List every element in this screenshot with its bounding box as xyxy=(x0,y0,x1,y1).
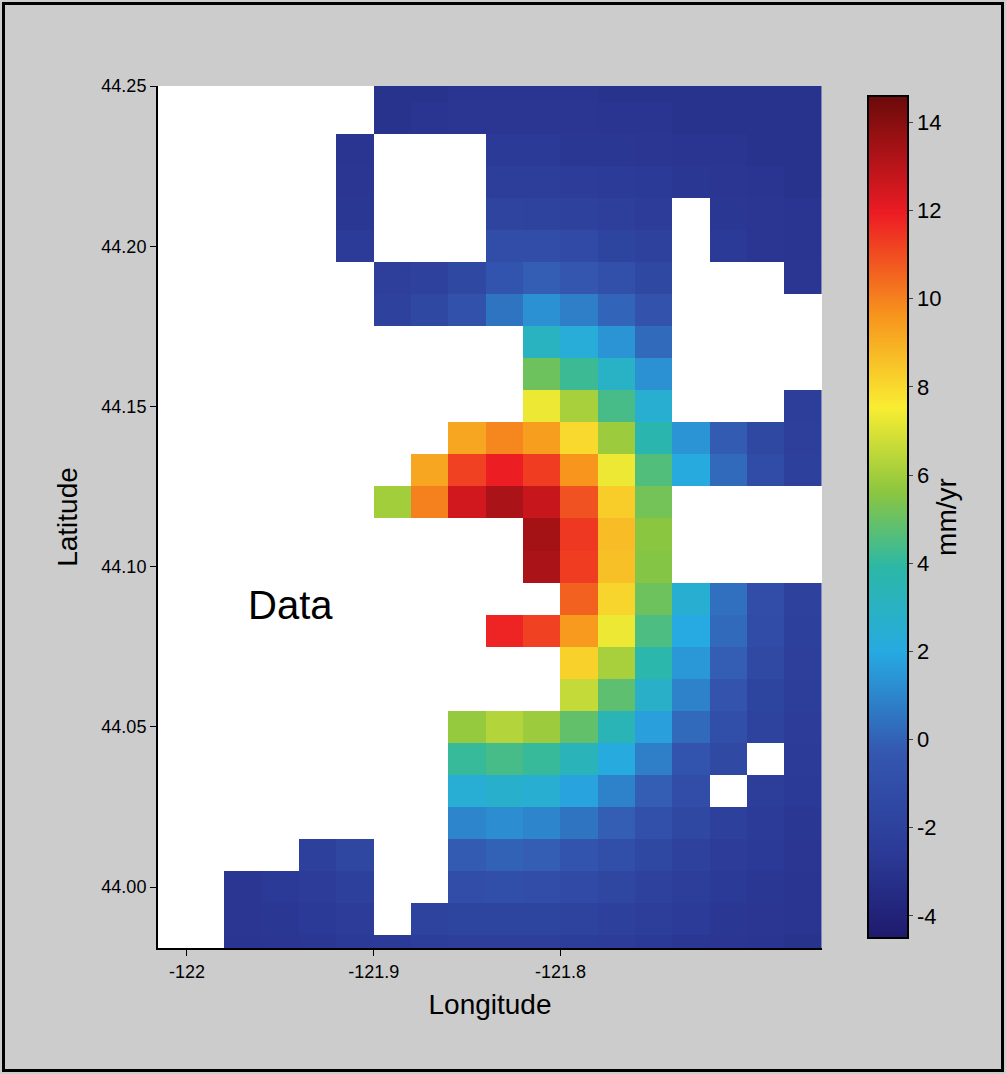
svg-text:14: 14 xyxy=(917,110,941,135)
svg-text:44.20: 44.20 xyxy=(101,237,146,257)
svg-text:Longitude: Longitude xyxy=(428,989,551,1020)
svg-text:Latitude: Latitude xyxy=(52,467,83,567)
svg-text:8: 8 xyxy=(917,375,929,400)
svg-text:-4: -4 xyxy=(917,904,937,929)
svg-text:-122: -122 xyxy=(169,962,205,982)
svg-text:Data: Data xyxy=(248,583,333,627)
svg-text:0: 0 xyxy=(917,727,929,752)
svg-text:2: 2 xyxy=(917,639,929,664)
svg-text:44.05: 44.05 xyxy=(101,717,146,737)
svg-text:-121.9: -121.9 xyxy=(348,962,399,982)
svg-text:10: 10 xyxy=(917,286,941,311)
svg-text:44.10: 44.10 xyxy=(101,557,146,577)
svg-text:-121.8: -121.8 xyxy=(535,962,586,982)
svg-text:12: 12 xyxy=(917,198,941,223)
svg-text:4: 4 xyxy=(917,551,929,576)
svg-text:44.15: 44.15 xyxy=(101,397,146,417)
svg-text:44.25: 44.25 xyxy=(101,76,146,96)
svg-text:44.00: 44.00 xyxy=(101,877,146,897)
svg-text:6: 6 xyxy=(917,463,929,488)
svg-text:-2: -2 xyxy=(917,815,937,840)
svg-text:mm/yr: mm/yr xyxy=(931,478,962,556)
